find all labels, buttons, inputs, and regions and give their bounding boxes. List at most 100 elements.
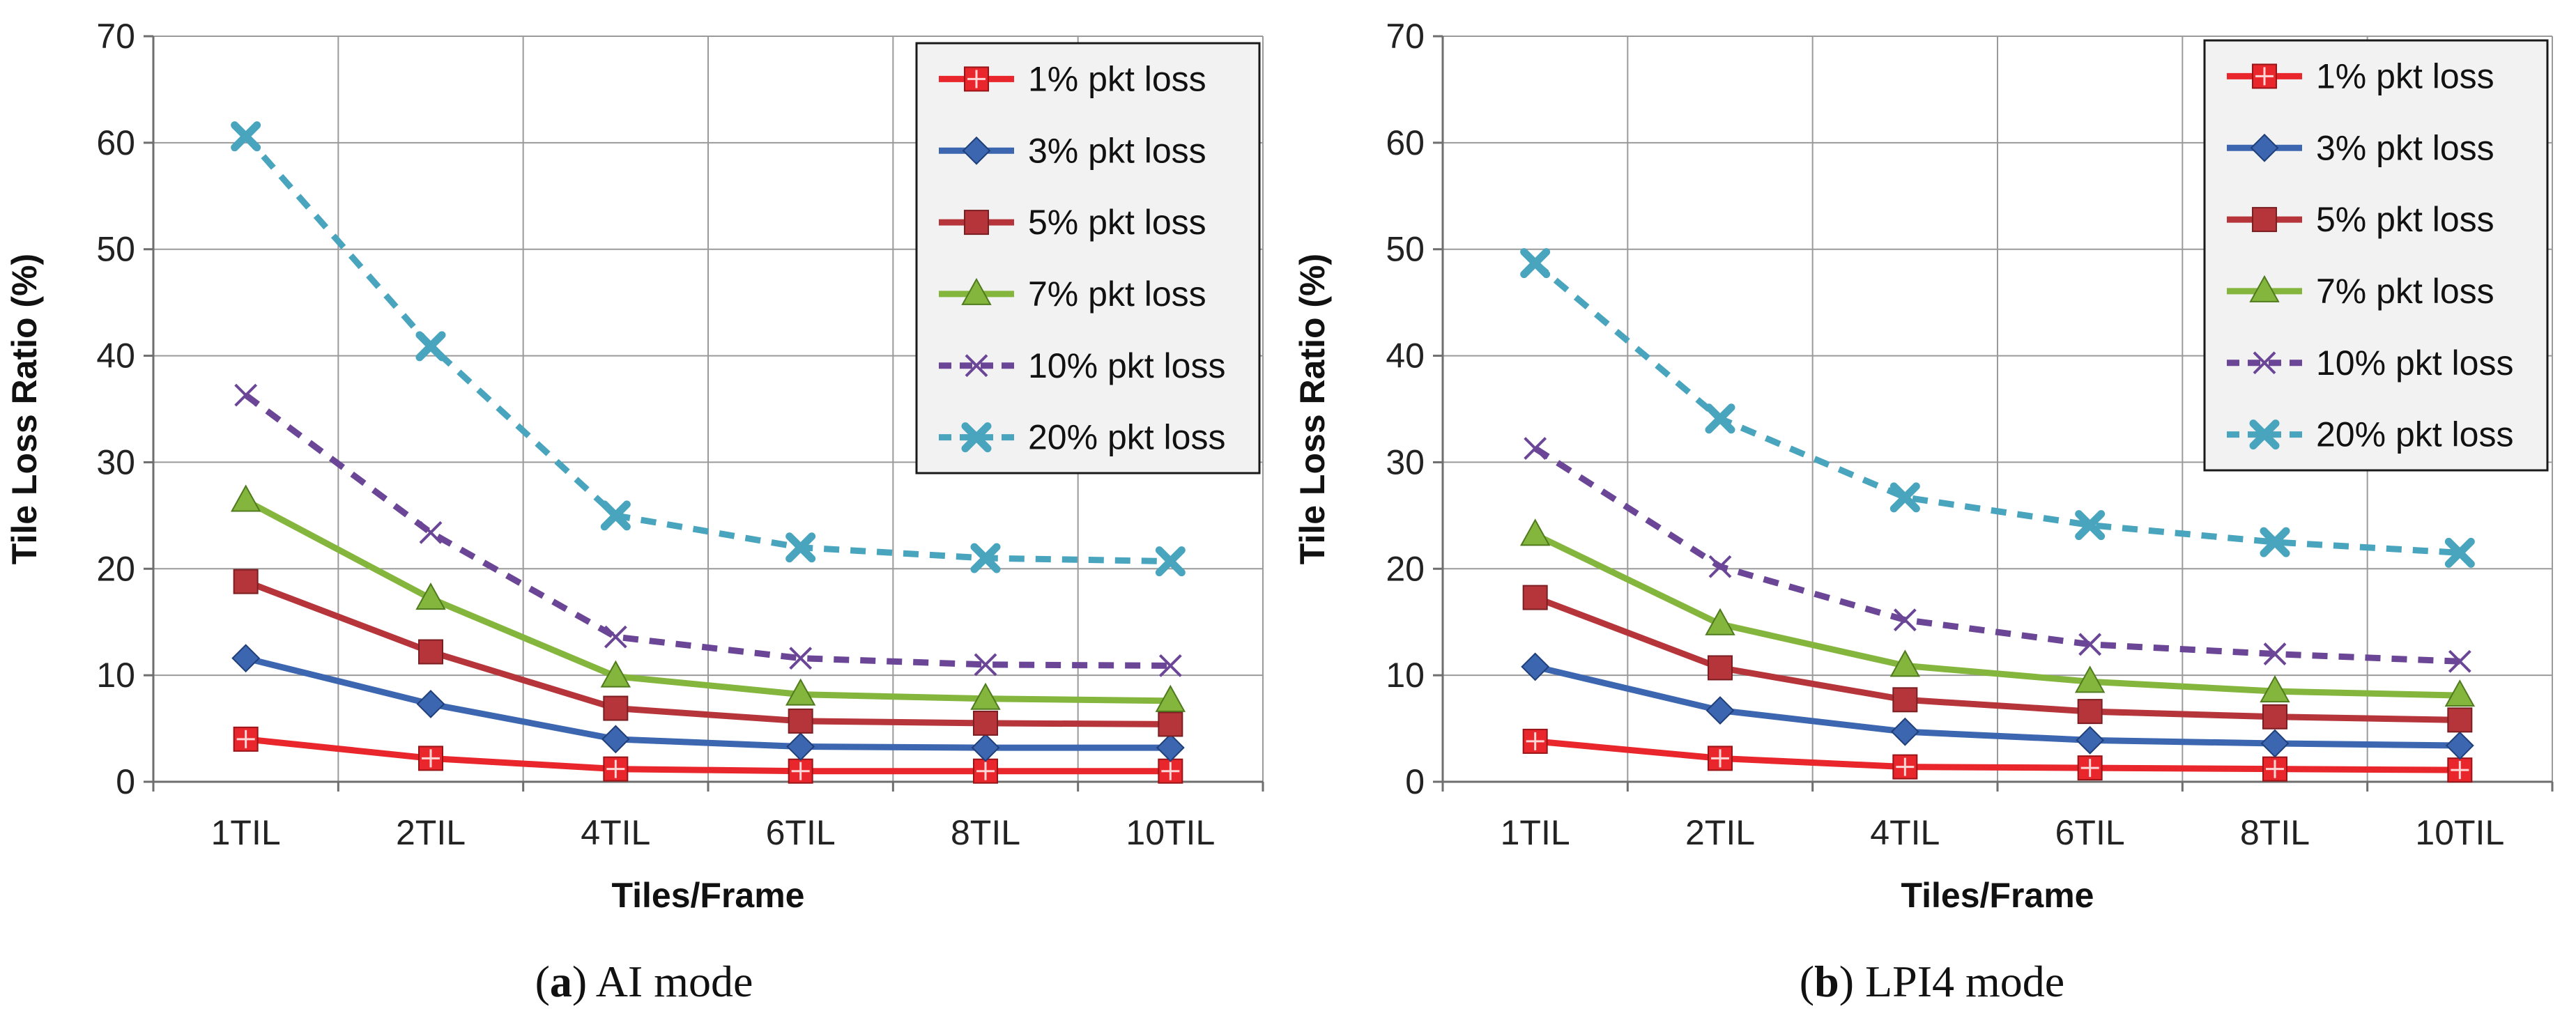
legend-item-3pct-pkt-loss: 3% pkt loss [939, 131, 1206, 170]
legend-label-7pct-pkt-loss: 7% pkt loss [2316, 272, 2494, 311]
point-5pct-pkt-loss-1til [233, 569, 259, 594]
x-tick-label-4til: 4TIL [581, 813, 650, 852]
point-20pct-pkt-loss-1til [1520, 248, 1551, 279]
legend-label-5pct-pkt-loss: 5% pkt loss [1028, 203, 1206, 242]
point-1pct-pkt-loss-8til [973, 758, 998, 784]
series-line-1pct-pkt-loss [1532, 738, 2463, 773]
x-tick-label-8til: 8TIL [951, 813, 1020, 852]
x-tick-label-10til: 10TIL [1126, 813, 1215, 852]
y-tick-label-70: 70 [96, 17, 135, 56]
point-3pct-pkt-loss-8til [2260, 729, 2290, 758]
legend-label-20pct-pkt-loss: 20% pkt loss [2316, 415, 2513, 454]
chart-panel-a: 0 10 20 30 40 50 60 70 1TIL 2TIL 4TIL 6TIL 8TIL 10TIL… [5, 17, 1264, 915]
legend-marker-1pct-pkt-loss [2252, 63, 2277, 89]
point-3pct-pkt-loss-6til [786, 732, 815, 761]
series-20pct-pkt-loss [231, 121, 1186, 577]
y-tick-label-10: 10 [1386, 656, 1425, 695]
legend-marker-5pct-pkt-loss [964, 210, 989, 236]
point-1pct-pkt-loss-4til [603, 756, 629, 782]
point-1pct-pkt-loss-10til [2447, 757, 2473, 783]
point-10pct-pkt-loss-6til [2078, 633, 2102, 656]
legend-marker-10pct-pkt-loss [965, 354, 988, 378]
point-20pct-pkt-loss-6til [785, 532, 816, 563]
point-3pct-pkt-loss-2til [1705, 696, 1735, 725]
point-5pct-pkt-loss-2til [1708, 655, 1733, 681]
series-line-1pct-pkt-loss [243, 736, 1174, 775]
legend-item-3pct-pkt-loss: 3% pkt loss [2227, 128, 2494, 167]
point-20pct-pkt-loss-10til [1155, 546, 1186, 577]
series-3pct-pkt-loss [1521, 652, 2474, 760]
caption-a: (a) AI mode [535, 957, 753, 1006]
caption-b: (b) LPI4 mode [1799, 957, 2065, 1006]
legend-label-10pct-pkt-loss: 10% pkt loss [1028, 346, 1225, 385]
point-1pct-pkt-loss-2til [418, 746, 443, 771]
legend-marker-20pct-pkt-loss [961, 422, 992, 453]
x-tick-label-8til: 8TIL [2240, 813, 2310, 852]
x-axis-title: Tiles/Frame [611, 876, 804, 915]
point-7pct-pkt-loss-1til [1519, 518, 1551, 546]
point-5pct-pkt-loss-10til [1158, 711, 1183, 737]
x-tick-label-1til: 1TIL [211, 813, 281, 852]
y-tick-label-40: 40 [96, 337, 135, 376]
x-tick-label-10til: 10TIL [2415, 813, 2504, 852]
series-line-20pct-pkt-loss [1533, 261, 2460, 556]
x-tick-label-1til: 1TIL [1501, 813, 1570, 852]
point-20pct-pkt-loss-1til [231, 121, 261, 152]
point-10pct-pkt-loss-4til [1893, 608, 1917, 632]
x-tick-label-6til: 6TIL [766, 813, 836, 852]
legend: 1% pkt loss 3% pkt loss 5% pkt loss 7% pkt … [915, 42, 1261, 474]
legend-item-10pct-pkt-loss: 10% pkt loss [939, 346, 1225, 385]
caption-a-letter: a [549, 957, 572, 1006]
x-tick-label-6til: 6TIL [2055, 813, 2125, 852]
y-tick-label-50: 50 [1386, 230, 1425, 269]
y-tick-label-60: 60 [1386, 123, 1425, 162]
point-3pct-pkt-loss-4til [1890, 717, 1919, 746]
legend-label-3pct-pkt-loss: 3% pkt loss [1028, 131, 1206, 170]
legend-item-20pct-pkt-loss: 20% pkt loss [2227, 415, 2513, 454]
series-5pct-pkt-loss [233, 569, 1183, 737]
point-7pct-pkt-loss-6til [2074, 665, 2106, 693]
legend-marker-3pct-pkt-loss [2250, 133, 2279, 162]
series-line-10pct-pkt-loss [1533, 445, 2460, 665]
series-line-3pct-pkt-loss [243, 655, 1174, 751]
point-1pct-pkt-loss-6til [2077, 755, 2103, 781]
series-10pct-pkt-loss [1524, 437, 2471, 673]
point-3pct-pkt-loss-10til [2445, 731, 2474, 760]
legend-item-5pct-pkt-loss: 5% pkt loss [2227, 200, 2494, 239]
point-20pct-pkt-loss-10til [2444, 537, 2475, 568]
point-7pct-pkt-loss-8til [2260, 675, 2290, 703]
point-1pct-pkt-loss-2til [1708, 746, 1733, 771]
legend-marker-10pct-pkt-loss [2253, 351, 2276, 375]
y-tick-label-30: 30 [96, 442, 135, 481]
series-1pct-pkt-loss [233, 726, 1183, 784]
legend-label-7pct-pkt-loss: 7% pkt loss [1028, 275, 1206, 314]
point-3pct-pkt-loss-1til [231, 644, 261, 673]
series-7pct-pkt-loss [1519, 518, 2476, 707]
y-tick-label-0: 0 [116, 762, 135, 801]
point-5pct-pkt-loss-6til [2077, 699, 2103, 725]
point-20pct-pkt-loss-2til [415, 331, 446, 362]
legend-item-5pct-pkt-loss: 5% pkt loss [939, 203, 1206, 242]
series-line-5pct-pkt-loss [243, 578, 1174, 727]
series-line-10pct-pkt-loss [243, 392, 1171, 669]
y-tick-label-40: 40 [1386, 337, 1425, 376]
point-20pct-pkt-loss-2til [1705, 403, 1735, 434]
point-7pct-pkt-loss-10til [1155, 684, 1186, 712]
point-10pct-pkt-loss-8til [2263, 642, 2287, 665]
legend-marker-1pct-pkt-loss [964, 66, 989, 92]
point-5pct-pkt-loss-4til [603, 695, 629, 721]
legend-item-10pct-pkt-loss: 10% pkt loss [2227, 344, 2513, 383]
caption-a-text: AI mode [595, 957, 753, 1006]
point-3pct-pkt-loss-4til [601, 725, 630, 754]
point-7pct-pkt-loss-1til [230, 484, 261, 512]
series-5pct-pkt-loss [1522, 585, 2473, 733]
y-tick-label-60: 60 [96, 123, 135, 162]
point-3pct-pkt-loss-1til [1521, 652, 1550, 681]
series-line-7pct-pkt-loss [243, 497, 1174, 704]
legend-item-1pct-pkt-loss: 1% pkt loss [939, 59, 1206, 98]
point-7pct-pkt-loss-6til [785, 678, 816, 706]
point-5pct-pkt-loss-10til [2447, 707, 2473, 733]
legend-marker-7pct-pkt-loss [2249, 275, 2280, 302]
